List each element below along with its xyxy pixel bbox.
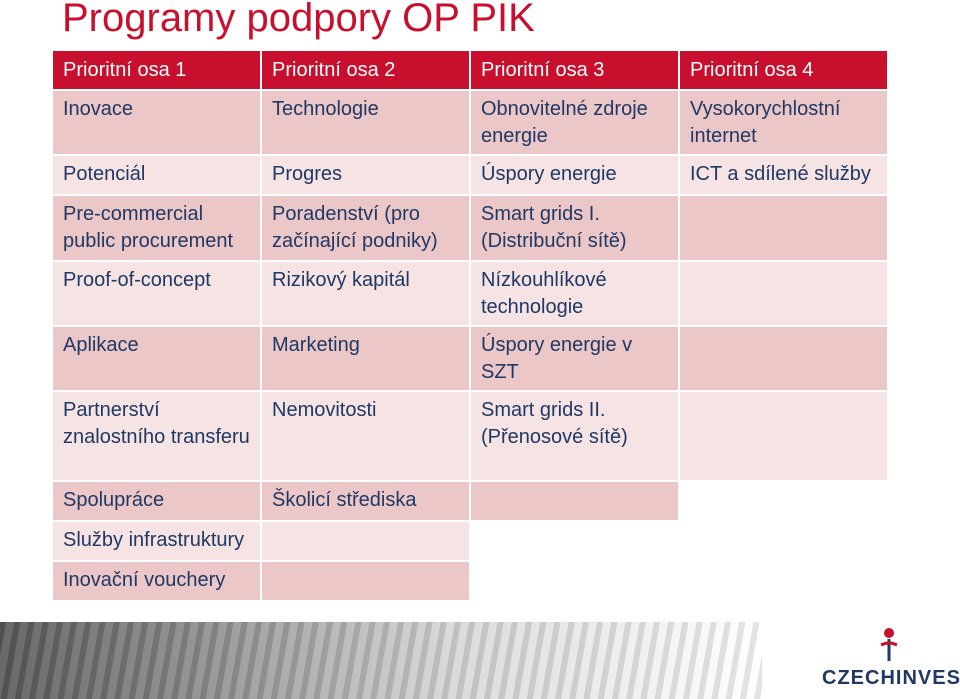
table-cell: Obnovitelné zdroje energie: [471, 91, 678, 154]
table-cell: [680, 196, 887, 260]
table-row: Služby infrastruktury: [53, 522, 887, 560]
table-cell: [680, 392, 887, 480]
table-row: Pre-commercial public procurement Porade…: [53, 196, 887, 260]
header-axis-3: Prioritní osa 3: [471, 51, 678, 89]
table-cell: [471, 562, 678, 600]
table-cell: Úspory energie v SZT: [471, 327, 678, 390]
table-cell: [262, 562, 469, 600]
table-cell: Technologie: [262, 91, 469, 154]
table-cell: [680, 522, 887, 560]
table-cell: Inovace: [53, 91, 260, 154]
table-cell: Pre-commercial public procurement: [53, 196, 260, 260]
table-cell: Poradenství (pro začínající podniky): [262, 196, 469, 260]
table-cell: Proof-of-concept: [53, 262, 260, 325]
czechinvest-logo: CZECHINVEST: [822, 627, 960, 695]
table-cell: Aplikace: [53, 327, 260, 390]
table-cell: Potenciál: [53, 156, 260, 194]
table-cell: Služby infrastruktury: [53, 522, 260, 560]
table-cell: Smart grids I. (Distribuční sítě): [471, 196, 678, 260]
footer-texture: [0, 622, 762, 699]
logo-mark-icon: [880, 628, 898, 661]
footer-photo-strip: [0, 622, 762, 699]
table-cell: [680, 327, 887, 390]
table-cell: Progres: [262, 156, 469, 194]
header-axis-2: Prioritní osa 2: [262, 51, 469, 89]
table-cell: [471, 482, 678, 520]
header-axis-4: Prioritní osa 4: [680, 51, 887, 89]
header-axis-1: Prioritní osa 1: [53, 51, 260, 89]
table-cell: Smart grids II. (Přenosové sítě): [471, 392, 678, 480]
table-cell: [680, 482, 887, 520]
page-title: Programy podpory OP PIK: [62, 0, 535, 40]
table-cell: [262, 522, 469, 560]
table-header-row: Prioritní osa 1 Prioritní osa 2 Prioritn…: [53, 51, 887, 89]
table-cell: Vysokorychlostní internet: [680, 91, 887, 154]
table-row: Proof-of-concept Rizikový kapitál Nízkou…: [53, 262, 887, 325]
table-row: Aplikace Marketing Úspory energie v SZT: [53, 327, 887, 390]
table-row: Partnerství znalostního transferu Nemovi…: [53, 392, 887, 480]
table-row: Spolupráce Školicí střediska: [53, 482, 887, 520]
table-cell: Rizikový kapitál: [262, 262, 469, 325]
logo-text: CZECHINVEST: [822, 667, 960, 689]
table-cell: Školicí střediska: [262, 482, 469, 520]
table-cell: [680, 262, 887, 325]
table-cell: Marketing: [262, 327, 469, 390]
table-cell: Inovační vouchery: [53, 562, 260, 600]
table-cell: Partnerství znalostního transferu: [53, 392, 260, 480]
table-cell: [471, 522, 678, 560]
table-cell: ICT a sdílené služby: [680, 156, 887, 194]
table-row: Inovace Technologie Obnovitelné zdroje e…: [53, 91, 887, 154]
table-cell: Nízkouhlíkové technologie: [471, 262, 678, 325]
table-cell: [680, 562, 887, 600]
table-row: Inovační vouchery: [53, 562, 887, 600]
priority-axes-table: Prioritní osa 1 Prioritní osa 2 Prioritn…: [51, 49, 889, 602]
table-row: Potenciál Progres Úspory energie ICT a s…: [53, 156, 887, 194]
table-cell: Spolupráce: [53, 482, 260, 520]
table-cell: Úspory energie: [471, 156, 678, 194]
table-cell: Nemovitosti: [262, 392, 469, 480]
